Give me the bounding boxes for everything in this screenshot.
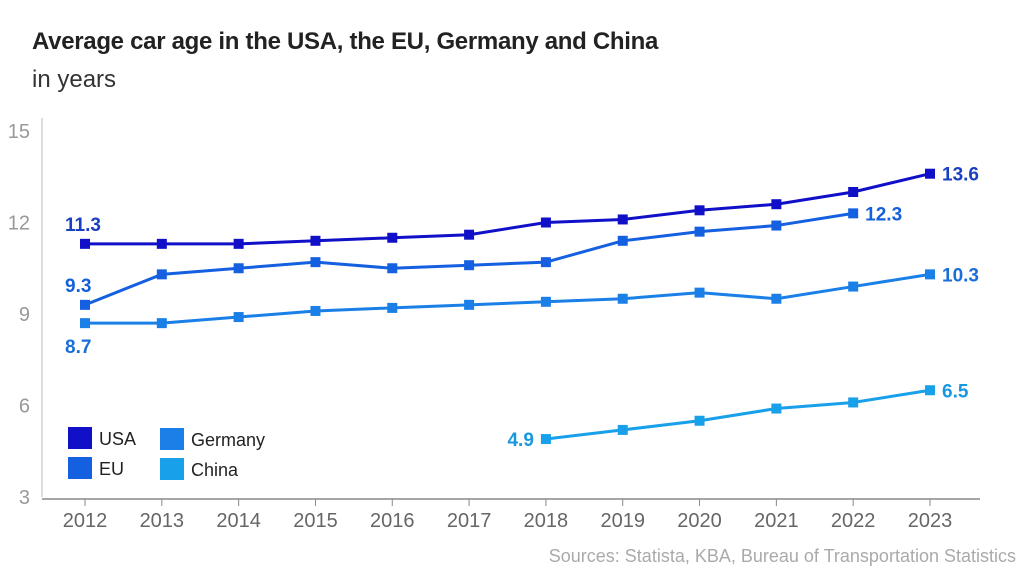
data-label: 11.3	[65, 215, 101, 236]
data-point-germany	[156, 318, 167, 329]
x-tick-label: 2013	[140, 510, 185, 532]
x-tick-label: 2022	[831, 510, 876, 532]
data-label: 6.5	[942, 381, 969, 402]
data-point-usa	[387, 232, 398, 243]
x-tick-label: 2012	[63, 510, 108, 532]
y-tick-label: 15	[8, 121, 30, 143]
data-point-usa	[156, 238, 167, 249]
data-point-eu	[694, 226, 705, 237]
data-point-usa	[771, 199, 782, 210]
data-point-germany	[464, 299, 475, 310]
data-point-usa	[925, 168, 935, 179]
x-tick-label: 2018	[524, 510, 569, 532]
x-tick-label: 2020	[677, 510, 722, 532]
data-point-germany	[387, 302, 398, 313]
data-label: 4.9	[507, 430, 533, 451]
data-point-usa	[848, 187, 859, 197]
data-point-china	[848, 397, 859, 408]
data-label: 9.3	[65, 276, 91, 297]
data-label: 8.7	[65, 337, 91, 358]
data-point-eu	[80, 299, 90, 310]
legend-swatch-germany	[160, 428, 184, 450]
y-tick-label: 9	[19, 304, 30, 326]
data-point-eu	[310, 257, 321, 268]
x-tick-label: 2023	[908, 510, 953, 532]
x-tick-label: 2016	[370, 510, 415, 532]
source-note: Sources: Statista, KBA, Bureau of Transp…	[548, 546, 1016, 566]
series-line-germany	[85, 272, 931, 325]
data-point-usa	[464, 229, 475, 240]
x-tick-label: 2015	[293, 510, 338, 532]
y-tick-label: 6	[19, 396, 30, 418]
data-label: 13.6	[942, 165, 979, 186]
legend-swatch-china	[160, 458, 184, 480]
data-point-china	[771, 403, 782, 414]
data-point-eu	[233, 263, 244, 274]
legend-label-eu: EU	[99, 459, 124, 479]
data-point-china	[617, 424, 628, 435]
series-line-china	[545, 388, 931, 441]
data-point-china	[540, 434, 551, 445]
legend-label-china: China	[191, 460, 239, 480]
data-label: 12.3	[865, 204, 902, 225]
legend-label-germany: Germany	[191, 430, 265, 450]
data-point-germany	[617, 293, 628, 304]
data-point-germany	[771, 293, 782, 304]
x-tick-label: 2014	[216, 510, 261, 532]
y-tick-label: 12	[8, 213, 30, 235]
data-point-eu	[617, 235, 628, 246]
data-point-usa	[540, 217, 551, 228]
data-point-usa	[233, 238, 244, 249]
data-point-eu	[464, 260, 475, 271]
data-point-germany	[694, 287, 705, 298]
y-tick-label: 3	[19, 487, 30, 509]
data-point-china	[694, 415, 705, 426]
data-label: 10.3	[942, 265, 979, 286]
data-point-germany	[233, 312, 244, 323]
chart-title: Average car age in the USA, the EU, Germ…	[32, 28, 659, 55]
chart-subtitle: in years	[32, 66, 117, 93]
data-point-china	[925, 385, 935, 396]
legend-label-usa: USA	[99, 429, 136, 449]
series-line-eu	[84, 211, 854, 307]
data-point-germany	[80, 318, 90, 329]
data-point-usa	[310, 235, 321, 246]
x-tick-label: 2021	[754, 510, 799, 532]
x-tick-label: 2017	[447, 510, 492, 532]
data-point-eu	[540, 257, 551, 268]
x-tick-label: 2019	[600, 510, 645, 532]
legend-swatch-usa	[68, 427, 92, 449]
data-point-usa	[617, 214, 628, 225]
data-point-eu	[387, 263, 398, 274]
data-point-eu	[771, 220, 782, 231]
data-point-usa	[80, 238, 90, 249]
data-point-germany	[925, 269, 935, 280]
data-point-germany	[310, 305, 321, 316]
data-point-eu	[156, 269, 167, 280]
data-point-usa	[694, 205, 705, 216]
data-point-germany	[540, 296, 551, 307]
legend-swatch-eu	[68, 457, 92, 479]
series-line-usa	[85, 172, 931, 246]
data-point-eu	[848, 208, 859, 219]
data-point-germany	[848, 281, 859, 292]
